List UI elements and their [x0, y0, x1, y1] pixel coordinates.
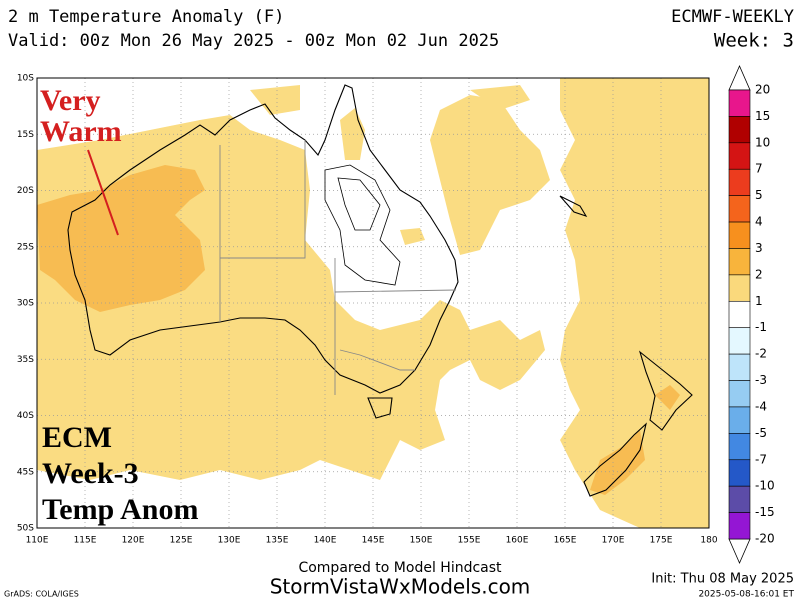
label-line: Week-3 [42, 457, 139, 490]
colorbar-swatch [728, 274, 751, 302]
valid-range: Valid: 00z Mon 26 May 2025 - 00z Mon 02 … [8, 31, 499, 51]
colorbar-label: -3 [755, 373, 767, 387]
colorbar-label: 20 [755, 83, 770, 97]
colorbar-swatch [728, 380, 751, 408]
colorbar-label: 10 [755, 135, 770, 149]
borders [219, 140, 457, 395]
axis-labels: 10S 15S 20S 25S 30S 35S 40S 45S 50S 110E 115E 120E 1… [17, 74, 718, 546]
week: Week: 3 [714, 30, 794, 52]
colorbar-swatch [728, 300, 751, 329]
colorbar-swatch [728, 459, 751, 487]
compare-note: Compared to Model Hindcast [298, 560, 502, 576]
lat-label: 35S [17, 355, 34, 365]
lat-label: 20S [17, 186, 34, 196]
colorbar-swatch [728, 89, 751, 117]
lat-label: 40S [17, 411, 34, 421]
colorbar-swatch [728, 142, 751, 170]
colorbar-label: -5 [755, 426, 767, 440]
lat-label: 10S [17, 74, 34, 84]
colorbar-swatch [728, 248, 751, 276]
colorbar-label: 3 [755, 241, 763, 255]
lon-label: 180 [700, 536, 717, 546]
colorbar-swatch [728, 116, 751, 144]
lon-label: 140E [314, 536, 337, 546]
label-line: Temp Anom [42, 493, 198, 526]
colorbar-label: -15 [755, 505, 775, 519]
colorbar-label: -20 [755, 532, 775, 546]
colorbar-swatch [728, 406, 751, 434]
lon-label: 120E [122, 536, 145, 546]
colorbar-swatch [728, 433, 751, 461]
lon-label: 150E [410, 536, 433, 546]
lat-label: 30S [17, 299, 34, 309]
colorbar-cap [728, 65, 751, 91]
label-line: ECM [42, 421, 112, 454]
colorbar-label: -2 [755, 347, 767, 361]
lon-label: 135E [266, 536, 289, 546]
colorbar-label: 7 [755, 162, 763, 176]
colorbar-swatch [728, 168, 751, 196]
lon-label: 145E [362, 536, 385, 546]
lon-label: 160E [506, 536, 529, 546]
colorbar-label: -1 [755, 320, 767, 334]
lat-label: 25S [17, 242, 34, 252]
coastline [67, 84, 693, 497]
colorbar-swatch [728, 195, 751, 223]
lat-label: 15S [17, 130, 34, 140]
annotation-very-warm: Very Warm [40, 84, 122, 148]
lon-label: 175E [650, 536, 673, 546]
init-date: Init: Thu 08 May 2025 [651, 572, 794, 587]
lon-label: 130E [218, 536, 241, 546]
map: 10S 15S 20S 25S 30S 35S 40S 45S 50S 110E 115E 120E 1… [17, 74, 718, 546]
lat-label: 50S [17, 524, 34, 534]
title: 2 m Temperature Anomaly (F) [8, 7, 284, 27]
colorbar-label: 4 [755, 215, 763, 229]
colorbar-cap [728, 538, 751, 564]
colorbar-label: -7 [755, 452, 767, 466]
colorbar: 20 15 10 7 5 4 3 2 1 -1 -2 -3 -4 -5 -7 -10 -15 -20 [728, 65, 775, 564]
lon-label: 125E [170, 536, 193, 546]
lon-label: 170E [602, 536, 625, 546]
lon-label: 165E [554, 536, 577, 546]
colorbar-swatch [728, 353, 751, 381]
colorbar-label: 2 [755, 267, 763, 281]
colorbar-swatch [728, 221, 751, 249]
lat-label: 45S [17, 467, 34, 477]
grads-credit: GrADS: COLA/IGES [4, 590, 79, 599]
model: ECMWF-WEEKLY [671, 7, 794, 27]
colorbar-label: 5 [755, 188, 763, 202]
lon-label: 110E [26, 536, 49, 546]
site: StormVistaWxModels.com [270, 575, 531, 599]
colorbar-swatch [728, 327, 751, 355]
contour [324, 164, 401, 286]
colorbar-label: 15 [755, 109, 770, 123]
colorbar-swatch [728, 512, 751, 540]
colorbar-label: -4 [755, 399, 767, 413]
timestamp: 2025-05-08-16:01 ET [698, 590, 794, 600]
lon-label: 115E [74, 536, 97, 546]
colorbar-label: -10 [755, 479, 775, 493]
colorbar-label: 1 [755, 294, 763, 308]
annotation-arrow [87, 149, 119, 236]
colorbar-swatch [728, 485, 751, 513]
anomaly-2-3 [37, 165, 680, 495]
lon-label: 155E [458, 536, 481, 546]
